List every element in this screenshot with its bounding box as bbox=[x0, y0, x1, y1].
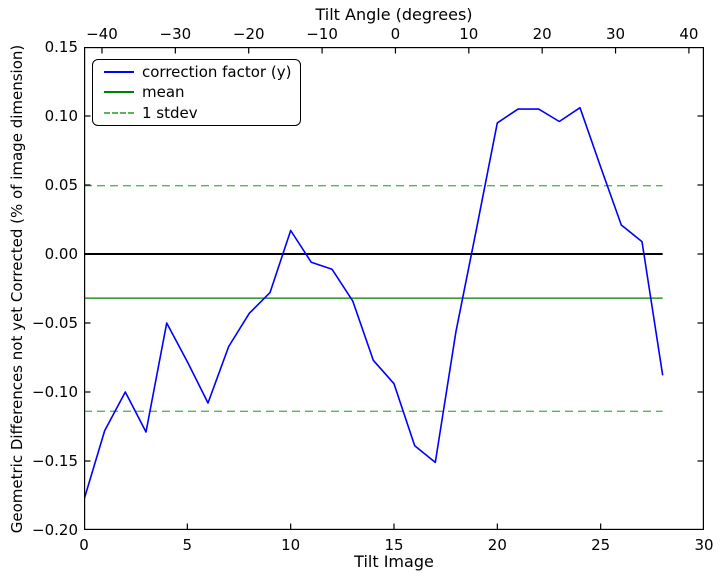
top-tick-label: −40 bbox=[86, 25, 118, 43]
x-tick-label: 20 bbox=[487, 536, 507, 554]
top-tick-label: 0 bbox=[390, 25, 401, 43]
x-axis-label: Tilt Image bbox=[354, 552, 434, 571]
x-tick-label: 30 bbox=[694, 536, 714, 554]
legend-item-correction-factor: correction factor (y) bbox=[93, 62, 300, 82]
x-tick-label: 5 bbox=[182, 536, 193, 554]
axes-spines bbox=[84, 47, 704, 530]
x-tick-label: 25 bbox=[591, 536, 611, 554]
top-tick-label: −30 bbox=[159, 25, 192, 43]
top-tick-label: 10 bbox=[459, 25, 479, 43]
plot-area bbox=[84, 47, 704, 530]
x-tick-label: 0 bbox=[79, 536, 89, 554]
y-tick-label: 0.15 bbox=[44, 38, 78, 56]
y-tick-label: 0.00 bbox=[44, 245, 78, 263]
y-tick-label: −0.20 bbox=[32, 521, 78, 539]
legend-item-mean: mean bbox=[93, 82, 300, 102]
legend-line-sample-green bbox=[104, 91, 134, 94]
legend: correction factor (y) mean 1 stdev bbox=[92, 59, 301, 126]
y-tick-label: −0.05 bbox=[32, 314, 78, 332]
x-tick-label: 15 bbox=[384, 536, 404, 554]
x-tick-label: 10 bbox=[281, 536, 301, 554]
legend-item-stdev: 1 stdev bbox=[93, 103, 300, 123]
y-tick-label: −0.15 bbox=[32, 452, 78, 470]
top-tick-label: 40 bbox=[679, 25, 699, 43]
top-tick-label: 20 bbox=[532, 25, 552, 43]
y-tick-label: 0.10 bbox=[44, 107, 78, 125]
top-axis-title: Tilt Angle (degrees) bbox=[315, 5, 473, 24]
legend-label: correction factor (y) bbox=[142, 63, 292, 82]
y-tick-label: 0.05 bbox=[44, 176, 78, 194]
legend-line-sample-blue bbox=[104, 71, 134, 74]
legend-label: mean bbox=[142, 83, 185, 102]
series-line bbox=[84, 106, 664, 500]
top-tick-label: −20 bbox=[232, 25, 265, 43]
top-tick-label: −10 bbox=[306, 25, 338, 43]
y-tick-label: −0.10 bbox=[32, 383, 78, 401]
legend-label: 1 stdev bbox=[142, 103, 198, 122]
legend-line-sample-green-dashed bbox=[104, 111, 134, 114]
top-tick-label: 30 bbox=[605, 25, 626, 43]
